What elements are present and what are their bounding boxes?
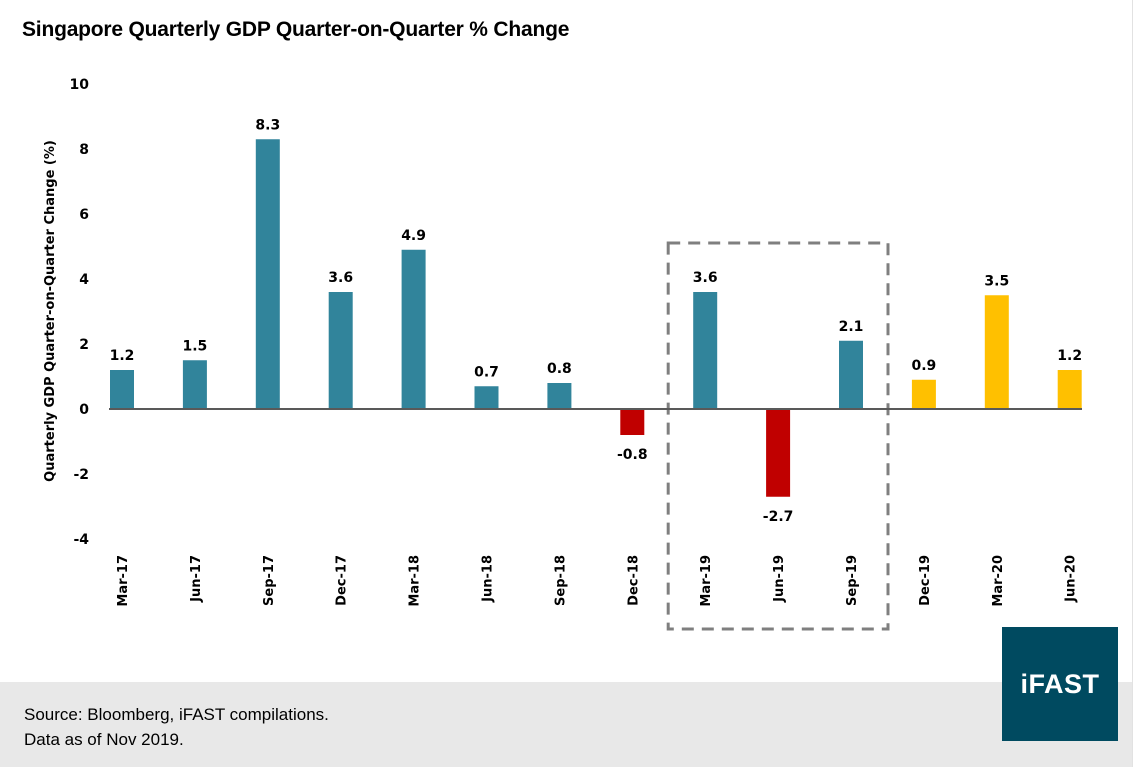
data-label: 3.5 — [984, 273, 1009, 289]
x-tick-label: Sep-18 — [553, 555, 568, 606]
bar-sep-18 — [547, 383, 572, 409]
bar-jun-20 — [1057, 370, 1082, 409]
y-tick-label: 2 — [79, 337, 89, 353]
x-tick-label: Jun-18 — [481, 555, 496, 603]
bar-dec-18 — [620, 409, 645, 435]
data-labels: 1.2 1.5 8.3 3.6 4.9 0.7 0.8 -0.8 3.6 -2.7 2.1 0.9 3.… — [110, 117, 1083, 525]
bar-sep-17 — [255, 139, 280, 409]
y-axis-ticks: 10 8 6 4 2 0 -2 -4 — [70, 77, 90, 548]
data-label: 0.9 — [911, 358, 936, 374]
logo-text: iFAST — [1020, 668, 1100, 699]
bar-sep-19 — [839, 340, 863, 409]
x-tick-label: Mar-17 — [116, 555, 131, 607]
bar-jun-19 — [766, 409, 791, 497]
x-tick-label: Dec-18 — [626, 555, 641, 606]
bar-mar-18 — [401, 249, 426, 409]
bar-mar-20 — [984, 295, 1009, 409]
y-tick-label: 10 — [70, 77, 90, 93]
data-label: 8.3 — [255, 117, 280, 133]
x-tick-label: Jun-19 — [772, 555, 787, 603]
y-tick-label: 6 — [79, 207, 89, 223]
bar-mar-19 — [693, 292, 718, 409]
y-tick-label: -4 — [73, 532, 89, 548]
bar-jun-17 — [182, 360, 207, 409]
y-tick-label: -2 — [73, 467, 89, 483]
data-label: 3.6 — [328, 270, 353, 286]
data-label: 0.7 — [474, 364, 499, 380]
y-tick-label: 8 — [79, 142, 89, 158]
data-label: 4.9 — [401, 228, 426, 244]
highlight-box-group — [666, 241, 890, 631]
x-tick-label: Dec-19 — [918, 555, 933, 606]
bar-dec-17 — [328, 292, 353, 409]
data-date-line: Data as of Nov 2019. — [24, 730, 184, 749]
footer-band — [0, 682, 1132, 767]
bar-mar-17 — [110, 370, 134, 409]
x-tick-label: Sep-19 — [845, 555, 860, 606]
data-label: 3.6 — [693, 270, 718, 286]
y-tick-label: 0 — [79, 402, 89, 418]
data-label: 2.1 — [839, 319, 864, 335]
x-tick-label: Mar-20 — [991, 555, 1006, 607]
x-tick-label: Jun-20 — [1064, 555, 1079, 603]
y-axis-title-group: Quarterly GDP Quarter-on-Quarter Change … — [43, 140, 58, 482]
source-line: Source: Bloomberg, iFAST compilations. — [24, 705, 329, 724]
x-tick-label: Mar-18 — [408, 555, 423, 607]
x-tick-label: Mar-19 — [699, 555, 714, 607]
data-label: 1.2 — [1057, 348, 1082, 364]
bar-dec-19 — [911, 379, 936, 409]
ifast-logo: iFAST — [1002, 627, 1118, 741]
y-axis-title: Quarterly GDP Quarter-on-Quarter Change … — [43, 140, 58, 482]
highlight-dashed-box — [666, 241, 890, 631]
x-tick-label: Dec-17 — [335, 555, 350, 606]
y-tick-label: 4 — [79, 272, 89, 288]
data-label: 1.2 — [110, 348, 135, 364]
x-tick-label: Jun-17 — [189, 555, 204, 603]
x-axis-labels: Mar-17 Jun-17 Sep-17 Dec-17 Mar-18 Jun-18 Sep-… — [116, 555, 1079, 607]
data-label: 0.8 — [547, 361, 572, 377]
x-tick-label: Sep-17 — [262, 555, 277, 606]
data-label: -2.7 — [763, 509, 794, 525]
chart-title: Singapore Quarterly GDP Quarter-on-Quart… — [22, 18, 570, 41]
data-label: -0.8 — [617, 447, 648, 463]
source-note: Source: Bloomberg, iFAST compilations. D… — [24, 702, 329, 752]
bars — [110, 139, 1082, 497]
bar-jun-18 — [474, 386, 499, 409]
data-label: 1.5 — [182, 338, 207, 354]
